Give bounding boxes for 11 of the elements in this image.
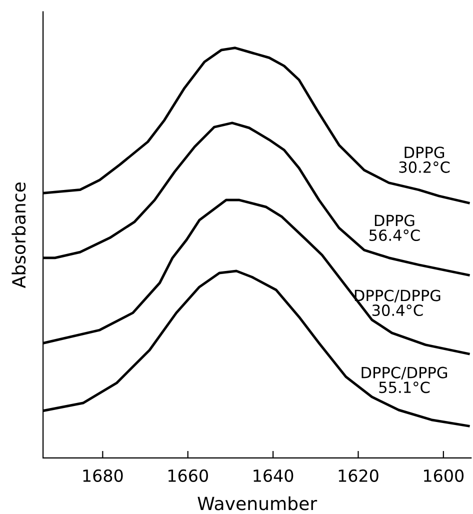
series-label: DPPG 56.4°C (369, 214, 420, 242)
x-axis-title: Wavenumber (198, 496, 318, 510)
x-tick-label: 1620 (338, 469, 378, 482)
y-axis-title: Absorbance (12, 182, 26, 288)
series-label: DPPC/DPPG 55.1°C (362, 366, 448, 394)
x-tick-label: 1640 (254, 469, 294, 482)
x-tick-label: 1660 (168, 469, 208, 482)
series-label: DPPG 30.2°C (399, 146, 450, 173)
series-label: DPPC/DPPG 30.4°C (354, 290, 440, 316)
x-tick-label: 1680 (83, 469, 123, 482)
x-tick-label: 1600 (424, 469, 464, 482)
